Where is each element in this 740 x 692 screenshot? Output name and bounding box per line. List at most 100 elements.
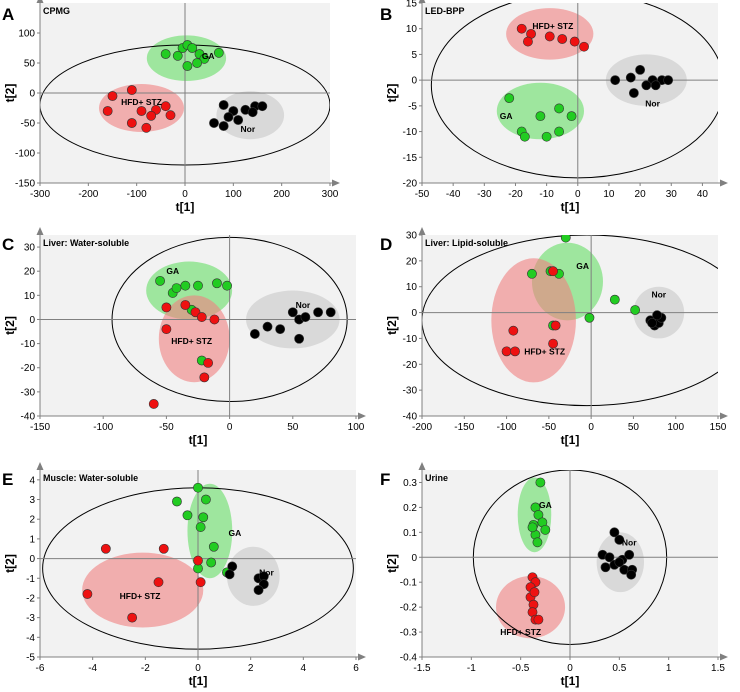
data-point-green <box>192 58 202 68</box>
plot-content <box>40 470 356 657</box>
data-point-black <box>223 112 234 122</box>
x-tick-label: 200 <box>273 189 290 200</box>
panel-letter: C <box>2 235 14 254</box>
plot-content <box>422 470 718 657</box>
group-label: HFD+ STZ <box>120 591 161 601</box>
y-axis-arrow <box>418 0 426 3</box>
x-tick-label: -0.5 <box>512 663 530 674</box>
data-point-black <box>313 307 323 318</box>
data-point-black <box>287 307 298 318</box>
cloud-red <box>82 552 204 628</box>
x-tick-label: 300 <box>322 189 339 200</box>
data-point-red <box>161 302 172 313</box>
panel-a: GA HFD+ STZ Nor -300 -200 -100 0 100 200 300 -150 -… <box>2 0 340 214</box>
data-point-black <box>614 534 625 545</box>
group-label: HFD+ STZ <box>524 346 565 356</box>
data-point-green <box>182 510 193 521</box>
plot-content <box>40 235 356 416</box>
y-tick-label: 10 <box>406 24 418 35</box>
x-tick-label: -200 <box>412 422 432 433</box>
x-tick-label: 30 <box>666 189 678 200</box>
panel-title: CPMG <box>43 6 70 16</box>
x-tick-label: 2 <box>248 663 254 674</box>
group-label: HFD+ STZ <box>121 97 162 107</box>
group-label: GA <box>539 500 552 510</box>
y-axis-label: t[2] <box>385 554 399 573</box>
data-point-green <box>566 111 577 122</box>
data-point-green <box>541 131 552 142</box>
data-point-green <box>554 103 564 114</box>
y-tick-label: -10 <box>403 127 418 138</box>
x-tick-label: 100 <box>667 422 684 433</box>
x-tick-label: 50 <box>628 422 640 433</box>
y-tick-label: -15 <box>403 153 418 164</box>
data-point-red <box>510 346 520 357</box>
y-tick-label: -10 <box>403 334 418 345</box>
data-point-red <box>136 106 147 116</box>
x-tick-label: -50 <box>159 422 174 433</box>
y-axis-label: t[2] <box>385 316 399 335</box>
y-tick-label: 0 <box>29 89 35 100</box>
x-axis-arrow <box>720 653 728 661</box>
data-point-green <box>540 524 551 535</box>
x-axis-label: t[1] <box>189 433 208 447</box>
x-tick-label: -150 <box>454 422 474 433</box>
plot-content <box>40 3 330 183</box>
panel-title: LED-BPP <box>425 6 465 16</box>
data-point-black <box>218 100 229 110</box>
data-point-green <box>630 305 641 315</box>
x-tick-label: -100 <box>93 422 113 433</box>
data-point-black <box>626 569 637 580</box>
panel-title: Liver: Water-soluble <box>43 238 129 248</box>
data-point-red <box>196 312 207 322</box>
group-label: Nor <box>296 300 311 310</box>
data-point-black <box>652 310 663 321</box>
y-tick-label: 10 <box>406 282 418 293</box>
data-point-black <box>257 101 268 112</box>
x-tick-label: -300 <box>30 189 50 200</box>
y-tick-label: 100 <box>18 29 35 40</box>
data-point-black <box>610 75 621 86</box>
x-tick-label: 150 <box>710 422 727 433</box>
x-axis-label: t[1] <box>561 674 580 688</box>
x-tick-label: 100 <box>348 422 365 433</box>
panel-letter: D <box>380 235 392 254</box>
panel-letter: B <box>380 5 392 24</box>
y-tick-label: -2 <box>26 593 35 604</box>
data-point-green <box>172 496 182 507</box>
x-tick-label: -40 <box>446 189 461 200</box>
y-tick-label: -3 <box>26 613 35 624</box>
data-point-red <box>153 577 164 588</box>
data-point-black <box>625 72 636 83</box>
data-point-green <box>208 541 219 552</box>
data-point-black <box>600 562 611 573</box>
cloud-green <box>496 82 585 140</box>
y-tick-label: -10 <box>21 339 36 350</box>
data-point-green <box>527 522 538 533</box>
x-tick-label: 6 <box>353 663 359 674</box>
data-point-black <box>647 318 657 328</box>
x-tick-label: -10 <box>539 189 554 200</box>
panel-letter: F <box>380 470 390 489</box>
data-point-black <box>249 329 260 339</box>
y-tick-label: 50 <box>24 59 36 70</box>
y-tick-label: -40 <box>403 412 418 423</box>
data-point-red <box>148 399 159 409</box>
data-point-red <box>557 34 568 44</box>
data-point-green <box>519 131 530 142</box>
x-tick-label: -4 <box>88 663 97 674</box>
x-tick-label: 0 <box>195 663 201 674</box>
data-point-green <box>198 512 209 523</box>
data-point-black <box>294 333 305 344</box>
data-point-red <box>550 320 561 331</box>
cloud-green <box>146 35 227 81</box>
data-point-black <box>224 569 235 580</box>
data-point-black <box>262 321 273 332</box>
data-point-red <box>126 118 137 128</box>
y-tick-label: 2 <box>29 515 35 526</box>
data-point-green <box>535 477 546 488</box>
group-label: GA <box>166 266 179 276</box>
group-label: Nor <box>259 567 274 577</box>
panel-letter: E <box>2 470 13 489</box>
